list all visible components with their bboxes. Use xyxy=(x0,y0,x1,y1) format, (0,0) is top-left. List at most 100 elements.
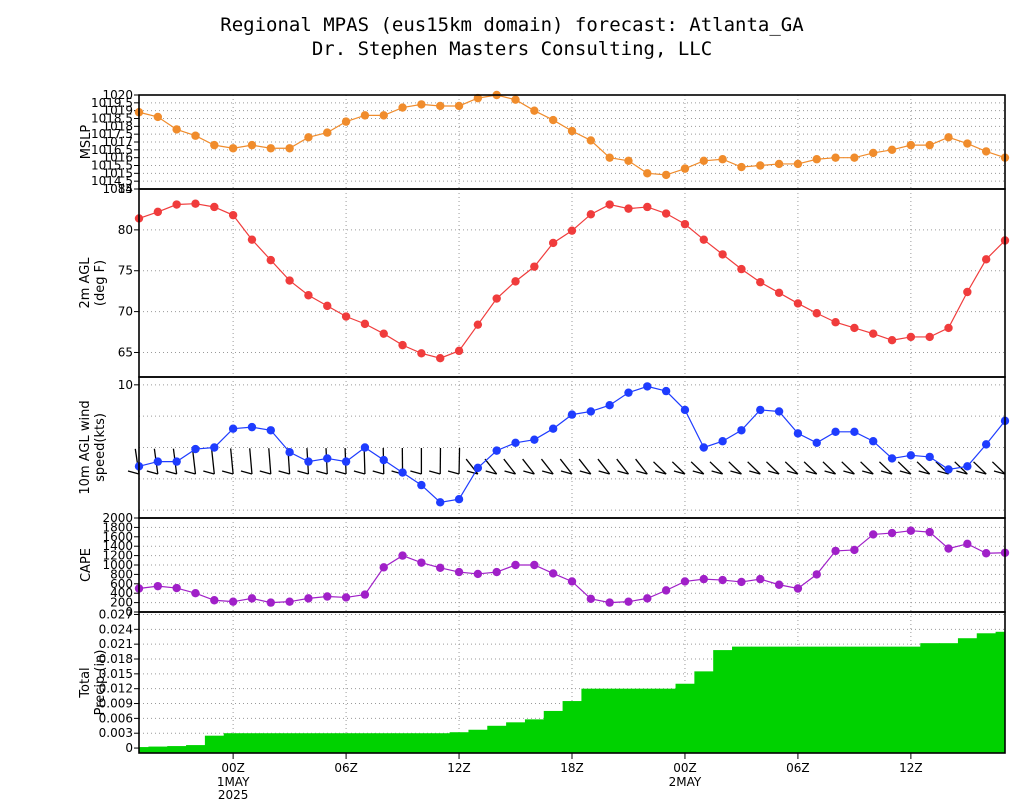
data-point xyxy=(454,495,464,504)
precip-bar xyxy=(844,646,865,753)
data-point xyxy=(793,429,803,438)
data-point xyxy=(850,427,859,437)
data-point xyxy=(172,200,181,209)
data-point xyxy=(511,560,520,570)
y-tick-label: 0.009 xyxy=(99,697,133,711)
y-tick-label: 1014.5 xyxy=(91,174,133,188)
data-point xyxy=(228,144,238,153)
wind-barb-flag xyxy=(485,470,497,475)
data-point xyxy=(718,155,727,164)
precip-bar xyxy=(393,733,413,753)
wind-barb-flag xyxy=(711,470,723,475)
wind-barb-flag xyxy=(767,470,780,475)
wind-barb-flag xyxy=(617,470,629,475)
data-point xyxy=(963,462,972,471)
data-point xyxy=(774,407,784,416)
data-point xyxy=(153,207,163,217)
data-point xyxy=(341,593,351,602)
precip-bar xyxy=(619,688,639,753)
y-tick-label: 85 xyxy=(118,182,133,196)
data-point xyxy=(812,309,821,318)
data-point xyxy=(266,255,275,265)
wind-barb xyxy=(559,458,573,475)
wind-barb xyxy=(991,461,1006,475)
wind-barb xyxy=(578,458,592,475)
data-point xyxy=(228,424,238,433)
data-point xyxy=(548,238,558,248)
data-point xyxy=(944,133,953,142)
precip-bar xyxy=(788,646,808,753)
data-point xyxy=(624,204,633,213)
data-point xyxy=(304,133,313,142)
data-point xyxy=(944,544,953,553)
precip-bar xyxy=(506,722,526,753)
x-tick-label: 06Z xyxy=(786,761,810,775)
data-point xyxy=(567,126,577,136)
y-tick-label: 1016 xyxy=(102,151,133,165)
wind-barb-flag xyxy=(824,470,836,475)
data-point xyxy=(360,319,370,329)
y-tick-label: 1400 xyxy=(102,539,133,553)
data-point xyxy=(981,147,991,156)
data-point xyxy=(925,140,934,150)
wind-barb-flag xyxy=(843,470,855,475)
wind-barb xyxy=(709,461,724,475)
y-tick-label: 0.018 xyxy=(99,652,133,666)
precip-bar xyxy=(713,650,733,753)
data-point xyxy=(530,262,539,271)
y-tick-label: 75 xyxy=(118,264,133,278)
data-point xyxy=(680,405,690,415)
data-point xyxy=(756,574,765,584)
data-point xyxy=(605,401,614,410)
data-point xyxy=(981,255,991,264)
data-point xyxy=(548,569,558,578)
data-point xyxy=(379,563,388,572)
data-point xyxy=(661,209,671,218)
data-point xyxy=(417,349,426,358)
precip-bar xyxy=(543,710,564,753)
data-point xyxy=(304,291,313,300)
data-point xyxy=(360,590,370,599)
data-point xyxy=(247,422,257,432)
y-tick-label: 200 xyxy=(110,596,133,610)
data-point xyxy=(285,597,294,606)
wind-barb-flag xyxy=(372,470,384,475)
precip-bar xyxy=(750,646,771,753)
data-point xyxy=(210,596,219,605)
data-point xyxy=(153,457,163,466)
wind-barb xyxy=(616,458,629,475)
y-axis-label-line2: speed(kts) xyxy=(93,413,108,482)
wind-barb-flag xyxy=(862,470,874,475)
y-tick-label: 1019 xyxy=(102,104,133,118)
data-point xyxy=(737,426,746,435)
precip-bar xyxy=(769,646,789,753)
y-axis-label-line2: Precip.(in) xyxy=(93,650,108,716)
panel-wind: 10 10m AGL wind speed(kts) xyxy=(78,376,1010,519)
precip-bar xyxy=(656,688,677,753)
wind-barb-flag xyxy=(504,470,516,475)
x-tick-label: 00Z xyxy=(673,761,697,775)
data-point xyxy=(906,526,916,535)
wind-barb-flag xyxy=(410,470,422,475)
data-point xyxy=(831,427,840,437)
data-point xyxy=(586,594,596,604)
data-point xyxy=(850,323,859,333)
data-point xyxy=(530,106,539,115)
wind-barb-flag xyxy=(937,470,949,475)
data-point xyxy=(737,264,746,274)
precip-bar xyxy=(204,735,225,753)
precip-bar xyxy=(374,733,394,753)
precip-bar xyxy=(939,643,959,753)
data-point xyxy=(699,443,708,452)
data-point xyxy=(191,131,200,140)
data-point xyxy=(756,277,765,287)
wind-barb xyxy=(897,461,912,475)
data-point xyxy=(774,288,784,298)
chart-subtitle: Dr. Stephen Masters Consulting, LLC xyxy=(312,38,712,60)
data-point xyxy=(906,451,916,460)
data-point xyxy=(831,546,840,556)
y-axis-label-line2: (deg F) xyxy=(93,260,108,306)
precip-bar xyxy=(920,643,940,753)
data-point xyxy=(304,457,313,466)
x-tick-label: 12Z xyxy=(899,761,923,775)
